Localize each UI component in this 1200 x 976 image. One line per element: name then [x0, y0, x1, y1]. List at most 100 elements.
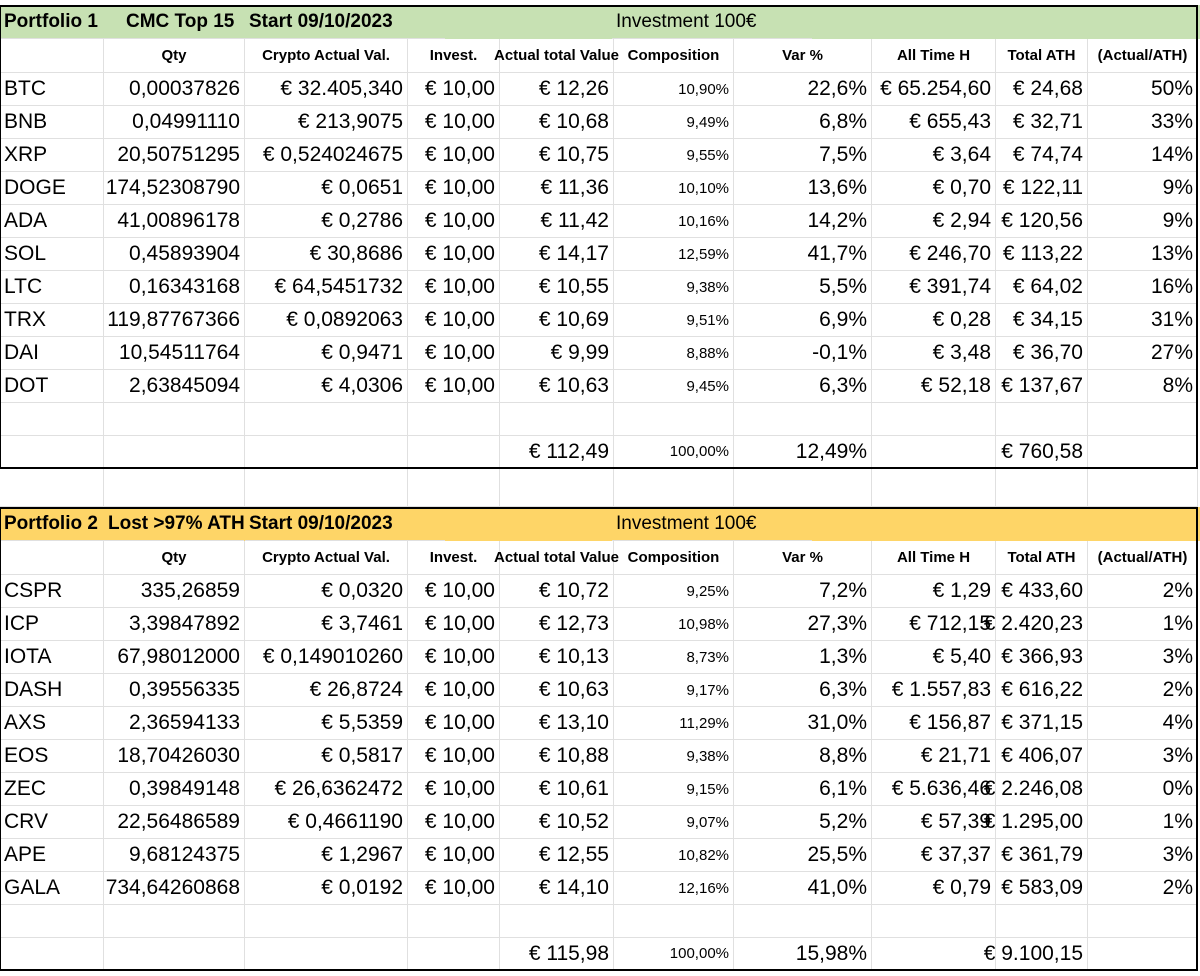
qty-cell[interactable]: 18,70426030	[104, 740, 245, 773]
crypto-actual-val-cell[interactable]: € 0,0651	[245, 172, 408, 205]
composition-cell[interactable]: 11,29%	[614, 707, 734, 740]
var-percent-cell[interactable]: 5,5%	[734, 271, 872, 304]
composition-cell[interactable]: 9,55%	[614, 139, 734, 172]
composition-cell[interactable]: 10,98%	[614, 608, 734, 641]
actual-ath-ratio-cell[interactable]: 2%	[1088, 872, 1198, 905]
empty-cell[interactable]	[1088, 469, 1198, 507]
var-percent-cell[interactable]: 22,6%	[734, 73, 872, 106]
actual-ath-ratio-cell[interactable]: 4%	[1088, 707, 1198, 740]
coin-cell[interactable]: LTC	[0, 271, 104, 304]
crypto-actual-val-cell[interactable]: € 32.405,340	[245, 73, 408, 106]
total-ath-cell[interactable]: € 36,70	[996, 337, 1088, 370]
header-actual-ath-ratio[interactable]: (Actual/ATH)	[1088, 39, 1198, 73]
all-time-high-cell[interactable]: € 3,48	[872, 337, 996, 370]
crypto-actual-val-cell[interactable]: € 0,0192	[245, 872, 408, 905]
composition-cell[interactable]: 9,38%	[614, 271, 734, 304]
actual-ath-ratio-cell[interactable]: 27%	[1088, 337, 1198, 370]
crypto-actual-val-cell[interactable]: € 30,8686	[245, 238, 408, 271]
invest-cell[interactable]: € 10,00	[408, 641, 500, 674]
qty-cell[interactable]: 119,87767366	[104, 304, 245, 337]
empty-cell[interactable]	[614, 403, 734, 436]
crypto-actual-val-cell[interactable]: € 26,6362472	[245, 773, 408, 806]
actual-ath-ratio-cell[interactable]: 1%	[1088, 608, 1198, 641]
actual-total-value-cell[interactable]: € 10,88	[500, 740, 614, 773]
qty-cell[interactable]: 734,64260868	[104, 872, 245, 905]
actual-total-value-cell[interactable]: € 14,17	[500, 238, 614, 271]
total-ath-cell[interactable]: € 113,22	[996, 238, 1088, 271]
all-time-high-cell[interactable]: € 246,70	[872, 238, 996, 271]
actual-total-value-cell[interactable]: € 11,36	[500, 172, 614, 205]
header-total-ath[interactable]: Total ATH	[996, 39, 1088, 73]
actual-ath-ratio-cell[interactable]: 33%	[1088, 106, 1198, 139]
all-time-high-cell[interactable]: € 3,64	[872, 139, 996, 172]
composition-cell[interactable]: 10,90%	[614, 73, 734, 106]
var-percent-cell[interactable]: 14,2%	[734, 205, 872, 238]
crypto-actual-val-cell[interactable]: € 0,149010260	[245, 641, 408, 674]
coin-cell[interactable]: XRP	[0, 139, 104, 172]
all-time-high-cell[interactable]: € 52,18	[872, 370, 996, 403]
empty-cell[interactable]	[872, 938, 996, 971]
total-ath-cell[interactable]: € 583,09	[996, 872, 1088, 905]
actual-total-value-cell[interactable]: € 11,42	[500, 205, 614, 238]
qty-cell[interactable]: 0,45893904	[104, 238, 245, 271]
actual-ath-ratio-cell[interactable]: 14%	[1088, 139, 1198, 172]
qty-cell[interactable]: 22,56486589	[104, 806, 245, 839]
total-var-percent[interactable]: 12,49%	[734, 436, 872, 469]
composition-cell[interactable]: 9,07%	[614, 806, 734, 839]
portfolio-subtitle[interactable]: CMC Top 15	[122, 5, 262, 39]
empty-cell[interactable]	[245, 938, 408, 971]
invest-cell[interactable]: € 10,00	[408, 73, 500, 106]
total-ath-cell[interactable]: € 64,02	[996, 271, 1088, 304]
all-time-high-cell[interactable]: € 0,70	[872, 172, 996, 205]
total-ath-cell[interactable]: € 361,79	[996, 839, 1088, 872]
header-total-ath[interactable]: Total ATH	[996, 541, 1088, 575]
coin-cell[interactable]: CRV	[0, 806, 104, 839]
qty-cell[interactable]: 174,52308790	[104, 172, 245, 205]
coin-cell[interactable]: BNB	[0, 106, 104, 139]
empty-cell[interactable]	[245, 403, 408, 436]
all-time-high-cell[interactable]: € 0,28	[872, 304, 996, 337]
composition-cell[interactable]: 9,51%	[614, 304, 734, 337]
coin-cell[interactable]: TRX	[0, 304, 104, 337]
empty-cell[interactable]	[0, 436, 104, 469]
var-percent-cell[interactable]: 8,8%	[734, 740, 872, 773]
header-crypto-actual-val[interactable]: Crypto Actual Val.	[245, 541, 408, 575]
total-ath-cell[interactable]: € 366,93	[996, 641, 1088, 674]
coin-cell[interactable]: DOGE	[0, 172, 104, 205]
actual-total-value-cell[interactable]: € 13,10	[500, 707, 614, 740]
header-qty[interactable]: Qty	[104, 39, 245, 73]
empty-cell[interactable]	[104, 403, 245, 436]
invest-cell[interactable]: € 10,00	[408, 674, 500, 707]
crypto-actual-val-cell[interactable]: € 3,7461	[245, 608, 408, 641]
empty-cell[interactable]	[104, 469, 245, 507]
empty-cell[interactable]	[408, 403, 500, 436]
empty-cell[interactable]	[1088, 905, 1198, 938]
empty-cell[interactable]	[408, 905, 500, 938]
header-crypto-actual-val[interactable]: Crypto Actual Val.	[245, 39, 408, 73]
header-qty[interactable]: Qty	[104, 541, 245, 575]
header-composition[interactable]: Composition	[614, 39, 734, 73]
coin-cell[interactable]: DAI	[0, 337, 104, 370]
total-ath-cell[interactable]: € 32,71	[996, 106, 1088, 139]
empty-cell[interactable]	[408, 938, 500, 971]
total-ath-cell[interactable]: € 406,07	[996, 740, 1088, 773]
empty-cell[interactable]	[1088, 403, 1198, 436]
actual-total-value-cell[interactable]: € 10,63	[500, 674, 614, 707]
portfolio-start-date[interactable]: Start 09/10/2023	[245, 5, 445, 39]
qty-cell[interactable]: 0,16343168	[104, 271, 245, 304]
crypto-actual-val-cell[interactable]: € 64,5451732	[245, 271, 408, 304]
portfolio-subtitle[interactable]: Lost >97% ATH	[104, 507, 245, 541]
var-percent-cell[interactable]: 41,7%	[734, 238, 872, 271]
total-composition[interactable]: 100,00%	[614, 938, 734, 971]
var-percent-cell[interactable]: 6,8%	[734, 106, 872, 139]
actual-total-value-cell[interactable]: € 10,55	[500, 271, 614, 304]
actual-total-value-cell[interactable]: € 10,75	[500, 139, 614, 172]
invest-cell[interactable]: € 10,00	[408, 370, 500, 403]
actual-total-value-cell[interactable]: € 10,61	[500, 773, 614, 806]
all-time-high-cell[interactable]: € 21,71	[872, 740, 996, 773]
crypto-actual-val-cell[interactable]: € 0,4661190	[245, 806, 408, 839]
total-ath-cell[interactable]: € 2.420,23	[984, 608, 1088, 641]
composition-cell[interactable]: 12,16%	[614, 872, 734, 905]
total-total-ath[interactable]: € 9.100,15	[984, 938, 1088, 971]
portfolio-title[interactable]: Portfolio 2	[0, 507, 130, 541]
